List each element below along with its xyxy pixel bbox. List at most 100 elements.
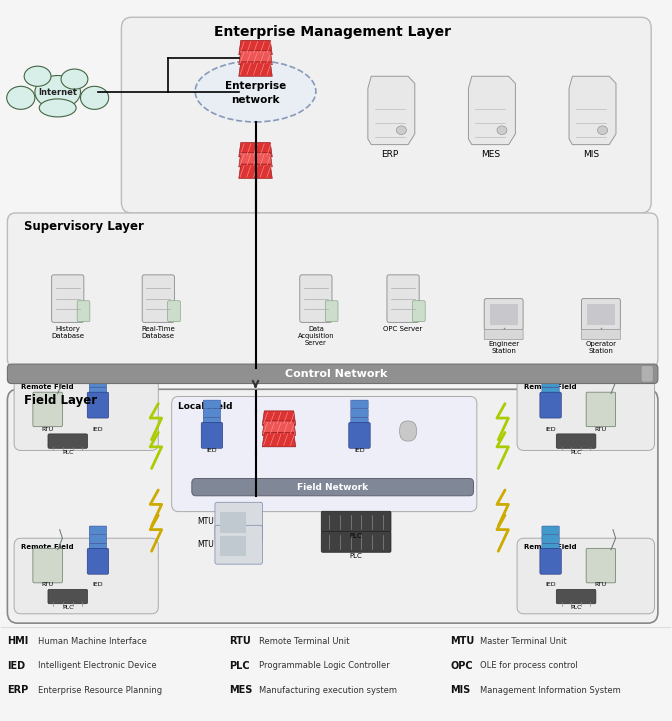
Polygon shape [239,40,272,55]
Text: ERP: ERP [7,685,29,695]
Text: OLE for process control: OLE for process control [480,661,578,670]
FancyBboxPatch shape [586,392,616,427]
FancyBboxPatch shape [641,366,653,382]
FancyBboxPatch shape [48,589,87,603]
Polygon shape [239,153,272,167]
Text: RTU: RTU [42,582,54,587]
FancyBboxPatch shape [351,417,368,426]
Text: IED: IED [545,427,556,432]
Text: Remote Field: Remote Field [523,544,577,550]
FancyBboxPatch shape [542,544,559,552]
FancyBboxPatch shape [77,301,90,322]
FancyBboxPatch shape [215,526,263,564]
FancyBboxPatch shape [89,370,107,379]
Text: IED: IED [7,660,26,671]
FancyBboxPatch shape [7,213,658,368]
FancyBboxPatch shape [33,392,62,427]
Text: IED: IED [93,427,103,432]
FancyBboxPatch shape [89,526,107,535]
Text: MTU: MTU [450,636,474,646]
Ellipse shape [39,99,76,117]
Text: Supervisory Layer: Supervisory Layer [24,220,144,233]
FancyBboxPatch shape [321,511,391,532]
FancyBboxPatch shape [220,513,246,534]
FancyBboxPatch shape [203,417,220,426]
Text: Human Machine Interface: Human Machine Interface [38,637,146,645]
FancyBboxPatch shape [349,423,370,448]
Text: Data
Acquisition
Server: Data Acquisition Server [298,326,334,346]
Text: MIS: MIS [450,685,470,695]
FancyBboxPatch shape [87,548,109,574]
Text: Intelligent Electronic Device: Intelligent Electronic Device [38,661,156,670]
FancyBboxPatch shape [517,539,655,614]
Text: network: network [231,95,280,105]
Polygon shape [368,76,415,145]
Text: Enterprise: Enterprise [225,81,286,91]
FancyBboxPatch shape [413,301,425,322]
Ellipse shape [61,69,88,89]
Ellipse shape [597,126,607,135]
Polygon shape [262,433,296,447]
Text: PLC: PLC [571,605,582,610]
Text: MTU: MTU [197,517,214,526]
FancyBboxPatch shape [387,275,419,322]
Text: PLC: PLC [228,660,249,671]
FancyBboxPatch shape [168,301,180,322]
FancyBboxPatch shape [587,304,615,324]
Text: Remote Field: Remote Field [21,544,73,550]
FancyBboxPatch shape [542,379,559,387]
Text: HMI: HMI [7,636,29,646]
Text: Enterprise Resource Planning: Enterprise Resource Planning [38,686,162,694]
FancyBboxPatch shape [542,370,559,379]
Polygon shape [569,76,616,145]
FancyBboxPatch shape [7,364,658,384]
Text: Enterprise Management Layer: Enterprise Management Layer [214,25,451,39]
FancyBboxPatch shape [220,536,246,556]
FancyBboxPatch shape [586,548,616,583]
Text: ERP: ERP [381,151,398,159]
Text: PLC: PLC [571,450,582,455]
FancyBboxPatch shape [556,434,596,448]
Text: IED: IED [206,448,217,454]
FancyBboxPatch shape [325,301,338,322]
Text: Real-Time
Database: Real-Time Database [141,326,175,339]
FancyBboxPatch shape [203,400,220,409]
Polygon shape [239,50,272,65]
Text: Master Terminal Unit: Master Terminal Unit [480,637,567,645]
Polygon shape [262,421,296,435]
FancyBboxPatch shape [581,298,620,330]
FancyBboxPatch shape [581,329,620,340]
Text: IED: IED [545,582,556,587]
FancyBboxPatch shape [542,535,559,544]
Text: Engineer
Station: Engineer Station [488,341,519,354]
Ellipse shape [195,61,316,122]
Text: PLC: PLC [62,450,73,455]
FancyBboxPatch shape [542,526,559,535]
Text: Field Network: Field Network [297,483,368,492]
Ellipse shape [7,87,35,110]
Text: Remote Field: Remote Field [523,384,577,390]
Ellipse shape [81,87,109,110]
FancyBboxPatch shape [485,298,523,330]
Polygon shape [239,62,272,76]
Text: PLC: PLC [349,553,362,559]
FancyBboxPatch shape [542,387,559,396]
Polygon shape [239,164,272,178]
Text: PLC: PLC [62,605,73,610]
FancyBboxPatch shape [203,409,220,417]
FancyBboxPatch shape [52,275,84,322]
FancyBboxPatch shape [89,379,107,387]
Text: Remote Field: Remote Field [21,384,73,390]
FancyBboxPatch shape [540,548,561,574]
Text: IED: IED [93,582,103,587]
FancyBboxPatch shape [142,275,174,322]
FancyBboxPatch shape [351,409,368,417]
Text: History
Database: History Database [51,326,84,339]
Polygon shape [262,411,296,425]
FancyBboxPatch shape [192,479,474,496]
FancyBboxPatch shape [33,548,62,583]
FancyBboxPatch shape [321,531,391,552]
FancyBboxPatch shape [89,535,107,544]
Text: Field Layer: Field Layer [24,394,97,407]
FancyBboxPatch shape [48,434,87,448]
